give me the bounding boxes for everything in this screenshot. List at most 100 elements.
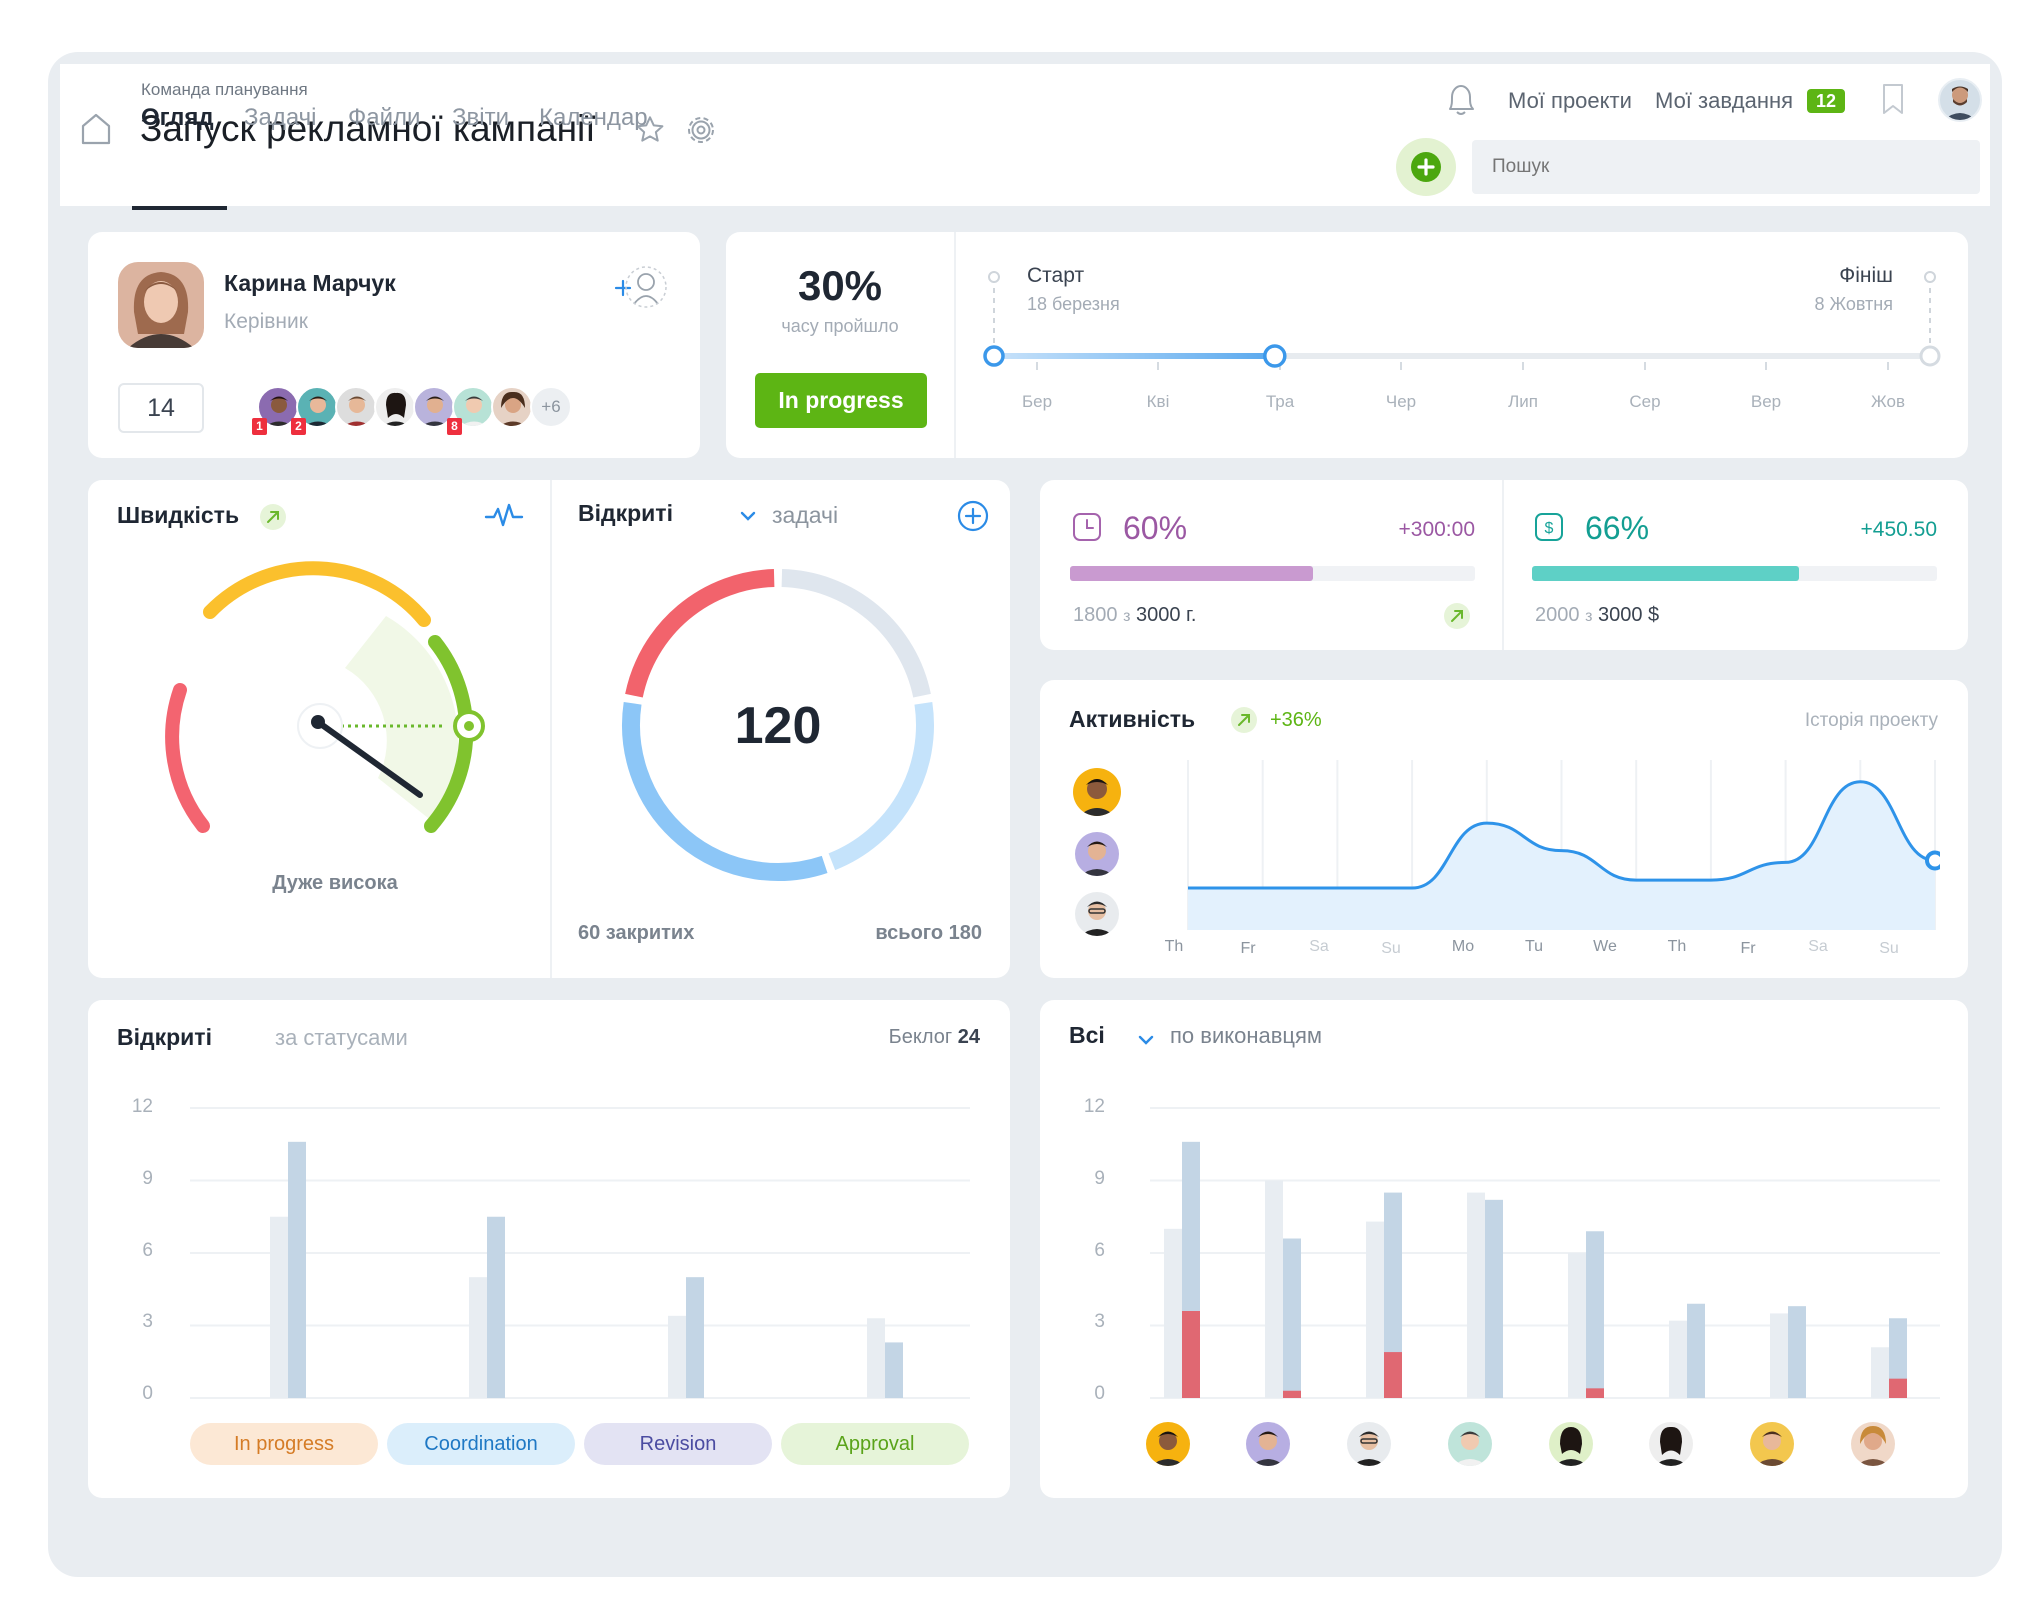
- status-in-progress[interactable]: In progress: [190, 1423, 378, 1465]
- tab-calendar[interactable]: Календар: [539, 104, 648, 131]
- star-icon[interactable]: [634, 114, 666, 146]
- open-tasks-filter[interactable]: задачі: [772, 502, 839, 528]
- tab-reports[interactable]: Звіти: [452, 104, 509, 131]
- bar[interactable]: [885, 1342, 903, 1398]
- team-name[interactable]: Команда планування: [141, 80, 308, 99]
- assignee-avatar[interactable]: [1851, 1422, 1895, 1466]
- chevron-down-icon[interactable]: [738, 506, 758, 526]
- assignee-avatar[interactable]: [1146, 1422, 1190, 1466]
- bar[interactable]: [1669, 1320, 1687, 1398]
- bar[interactable]: [1384, 1352, 1402, 1398]
- finish-label: Фініш: [1839, 264, 1893, 287]
- more-members-badge[interactable]: +6: [530, 386, 572, 428]
- team-avatar[interactable]: [335, 386, 377, 428]
- activity-avatar[interactable]: [1075, 892, 1119, 936]
- bar[interactable]: [270, 1216, 288, 1398]
- assignee-avatar[interactable]: [1649, 1422, 1693, 1466]
- activity-area: [1188, 781, 1935, 930]
- bar[interactable]: [487, 1216, 505, 1398]
- timeline-current-handle[interactable]: [1263, 344, 1287, 368]
- bar[interactable]: [1889, 1378, 1907, 1398]
- assignee-bar-chart: [1150, 1107, 1940, 1399]
- bookmark-icon[interactable]: [1881, 82, 1905, 116]
- search-input[interactable]: [1472, 140, 1980, 194]
- assignee-avatar[interactable]: [1750, 1422, 1794, 1466]
- assignee-avatar[interactable]: [1347, 1422, 1391, 1466]
- tab-files[interactable]: Файли: [348, 104, 421, 131]
- bar[interactable]: [1871, 1347, 1889, 1398]
- day-label: Su: [1879, 940, 1899, 957]
- assignee-avatar[interactable]: [1246, 1422, 1290, 1466]
- start-date: 18 березня: [1027, 294, 1120, 314]
- activity-avatar[interactable]: [1075, 832, 1119, 876]
- open-tasks-title: Відкриті: [578, 500, 673, 526]
- budget-card: [1040, 480, 1968, 650]
- bar[interactable]: [1164, 1228, 1182, 1398]
- day-label: Th: [1667, 938, 1687, 955]
- assignee-chart-subtitle[interactable]: по виконавцям: [1170, 1023, 1323, 1048]
- bar[interactable]: [1586, 1388, 1604, 1398]
- bar[interactable]: [469, 1277, 487, 1398]
- add-circle-icon[interactable]: [957, 500, 989, 532]
- bar[interactable]: [1687, 1303, 1705, 1398]
- bar[interactable]: [1283, 1238, 1301, 1399]
- closed-tasks-label: 60 закритих: [578, 922, 695, 944]
- home-icon[interactable]: [80, 112, 112, 146]
- activity-avatar[interactable]: [1073, 768, 1121, 816]
- money-limit: 3000 $: [1597, 604, 1660, 626]
- bar[interactable]: [867, 1318, 885, 1398]
- bar[interactable]: [686, 1277, 704, 1398]
- tab-active-underline: [132, 206, 227, 210]
- bar[interactable]: [1384, 1192, 1402, 1398]
- bar[interactable]: [1568, 1253, 1586, 1398]
- bar[interactable]: [1485, 1199, 1503, 1398]
- status-revision[interactable]: Revision: [584, 1423, 772, 1465]
- pulse-icon[interactable]: [484, 500, 524, 530]
- status-chart-card: [88, 1000, 1010, 1498]
- my-projects-link[interactable]: Мої проекти: [1508, 88, 1632, 113]
- status-coordination[interactable]: Coordination: [387, 1423, 575, 1465]
- month-label: Тра: [1265, 392, 1295, 411]
- status-approval[interactable]: Approval: [781, 1423, 969, 1465]
- bar[interactable]: [288, 1141, 306, 1398]
- speed-level-label: Дуже висока: [272, 872, 398, 894]
- bar[interactable]: [1770, 1313, 1788, 1398]
- bar[interactable]: [1889, 1318, 1907, 1398]
- user-avatar[interactable]: [1938, 78, 1982, 122]
- my-tasks-link[interactable]: Мої завдання: [1655, 88, 1794, 113]
- bell-icon[interactable]: [1442, 80, 1480, 120]
- assignee-chart-title: Всі: [1069, 1022, 1105, 1048]
- day-label: Sa: [1808, 938, 1828, 955]
- y-tick-label: 12: [131, 1096, 153, 1117]
- task-count-box[interactable]: 14: [118, 383, 204, 433]
- team-avatar[interactable]: [374, 386, 416, 428]
- assignee-avatar[interactable]: [1549, 1422, 1593, 1466]
- bar[interactable]: [1467, 1192, 1485, 1398]
- day-label: Th: [1164, 938, 1184, 955]
- bar[interactable]: [668, 1315, 686, 1398]
- assignee-avatar[interactable]: [1448, 1422, 1492, 1466]
- gear-icon[interactable]: [684, 113, 718, 147]
- project-history-link[interactable]: Історія проекту: [1804, 710, 1938, 731]
- chevron-down-icon[interactable]: [1136, 1030, 1156, 1050]
- time-passed-caption: часу пройшло: [781, 316, 899, 336]
- bar[interactable]: [1366, 1221, 1384, 1398]
- status-button[interactable]: In progress: [755, 373, 927, 428]
- activity-growth: +36%: [1270, 709, 1322, 731]
- add-button[interactable]: [1396, 138, 1456, 196]
- speed-title: Швидкість: [117, 502, 240, 528]
- manager-avatar[interactable]: [118, 262, 204, 348]
- status-chart-subtitle[interactable]: за статусами: [275, 1025, 408, 1050]
- bar[interactable]: [1265, 1180, 1283, 1399]
- day-label: Su: [1381, 940, 1401, 957]
- backlog-text: Беклог: [888, 1026, 953, 1048]
- bar[interactable]: [1788, 1306, 1806, 1398]
- add-member-icon[interactable]: [612, 264, 668, 310]
- bar[interactable]: [1586, 1231, 1604, 1398]
- tab-overview[interactable]: Огляд: [141, 104, 214, 131]
- bar[interactable]: [1182, 1311, 1200, 1398]
- speed-open-card: [88, 480, 1010, 978]
- team-avatar[interactable]: [491, 386, 533, 428]
- bar[interactable]: [1283, 1390, 1301, 1398]
- tab-tasks[interactable]: Задачі: [244, 104, 317, 131]
